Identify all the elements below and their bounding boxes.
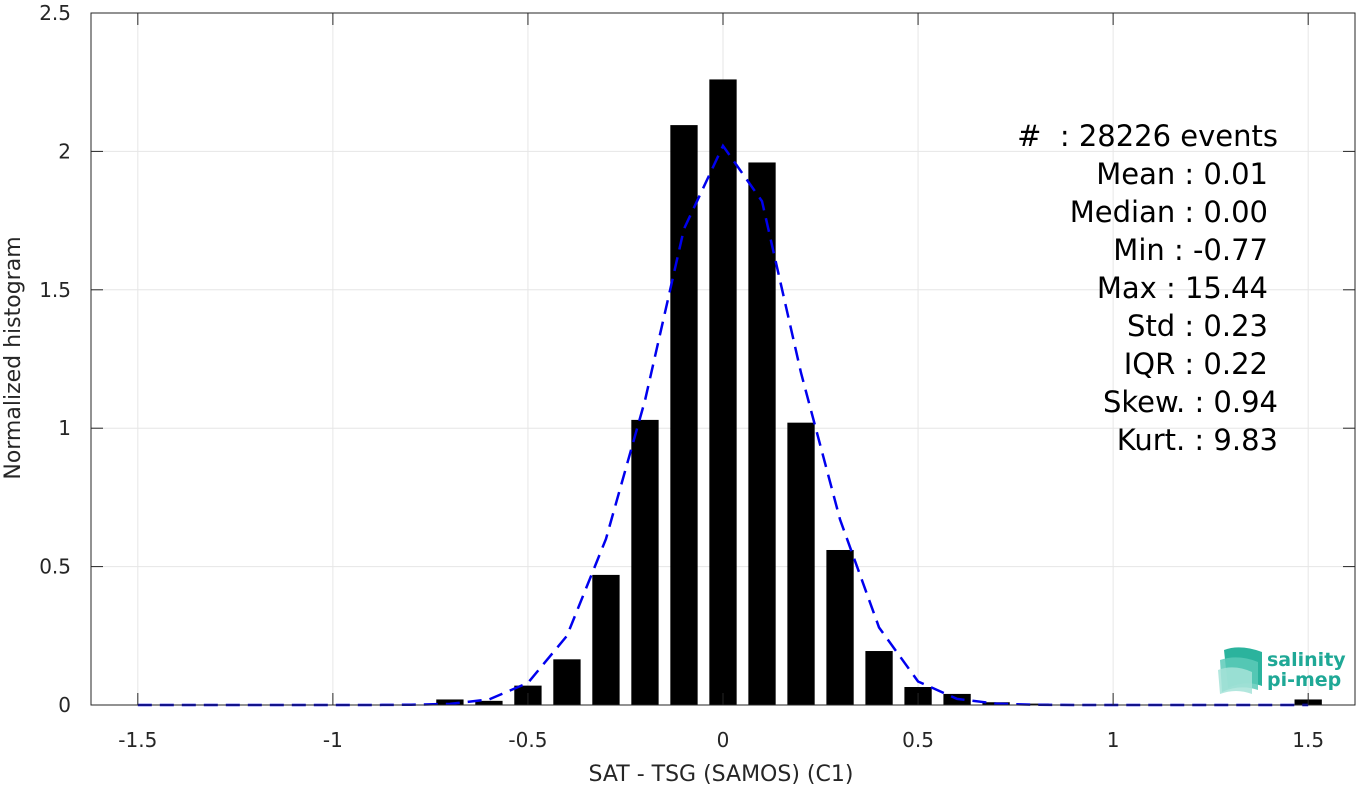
salinity-pi-mep-logo: salinity pi-mep xyxy=(1218,647,1346,694)
y-tick-label: 2 xyxy=(58,139,71,163)
stat-iqr: IQR : 0.22 xyxy=(1124,347,1268,381)
histogram-bar xyxy=(592,574,620,705)
x-axis-label: SAT - TSG (SAMOS) (C1) xyxy=(589,762,854,785)
histogram-bar xyxy=(865,651,893,705)
stat-median: Median : 0.00 xyxy=(1070,195,1268,229)
histogram-bar xyxy=(709,79,737,705)
logo-text-line1: salinity xyxy=(1267,649,1346,671)
x-tick-label: 1.5 xyxy=(1292,728,1324,752)
stat-min: Min : -0.77 xyxy=(1113,233,1268,267)
stat-std: Std : 0.23 xyxy=(1127,309,1268,343)
y-tick-label: 1.5 xyxy=(39,278,71,302)
histogram-bar xyxy=(475,700,503,705)
y-tick-label: 0 xyxy=(58,693,71,717)
histogram-bar xyxy=(826,549,854,705)
stat-max: Max : 15.44 xyxy=(1097,271,1268,305)
x-tick-label: 1 xyxy=(1107,728,1120,752)
histogram-bar xyxy=(631,419,659,705)
logo-text-line2: pi-mep xyxy=(1267,669,1341,691)
statistics-annotation: # : 28226 events Mean : 0.01 Median : 0.… xyxy=(1017,119,1278,457)
y-axis-label: Normalized histogram xyxy=(1,236,26,479)
stat-count: # : 28226 events xyxy=(1017,119,1278,153)
y-tick-label: 2.5 xyxy=(39,1,71,25)
stat-kurtosis: Kurt. : 9.83 xyxy=(1117,423,1278,457)
histogram-bar xyxy=(748,162,776,706)
x-tick-label: 0 xyxy=(717,728,730,752)
y-tick-label: 0.5 xyxy=(39,555,71,579)
x-tick-labels: -1.5 -1 -0.5 0 0.5 1 1.5 xyxy=(118,728,1324,752)
axes-frame xyxy=(90,12,1356,706)
y-tick-labels: 0 0.5 1 1.5 2 2.5 xyxy=(39,1,71,717)
histogram-bar xyxy=(553,659,581,705)
histogram-bar xyxy=(1021,703,1049,705)
x-tick-label: -0.5 xyxy=(508,728,547,752)
histogram-bar xyxy=(787,422,815,705)
histogram-bars xyxy=(436,79,1322,706)
x-tick-label: -1 xyxy=(323,728,343,752)
stat-mean: Mean : 0.01 xyxy=(1096,157,1268,191)
stat-skewness: Skew. : 0.94 xyxy=(1103,385,1278,419)
x-tick-label: -1.5 xyxy=(118,728,157,752)
logo-wave-icon xyxy=(1218,647,1262,694)
histogram-bar xyxy=(436,699,464,705)
y-tick-label: 1 xyxy=(58,416,71,440)
histogram-bar xyxy=(670,125,698,705)
x-tick-label: 0.5 xyxy=(902,728,934,752)
